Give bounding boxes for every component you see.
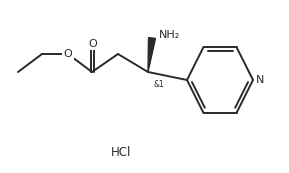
Polygon shape bbox=[148, 38, 155, 72]
Text: HCl: HCl bbox=[111, 146, 131, 159]
Text: O: O bbox=[89, 39, 97, 49]
Text: O: O bbox=[64, 49, 72, 59]
Text: N: N bbox=[256, 75, 264, 85]
Text: NH₂: NH₂ bbox=[159, 30, 180, 40]
Text: &1: &1 bbox=[153, 80, 164, 89]
